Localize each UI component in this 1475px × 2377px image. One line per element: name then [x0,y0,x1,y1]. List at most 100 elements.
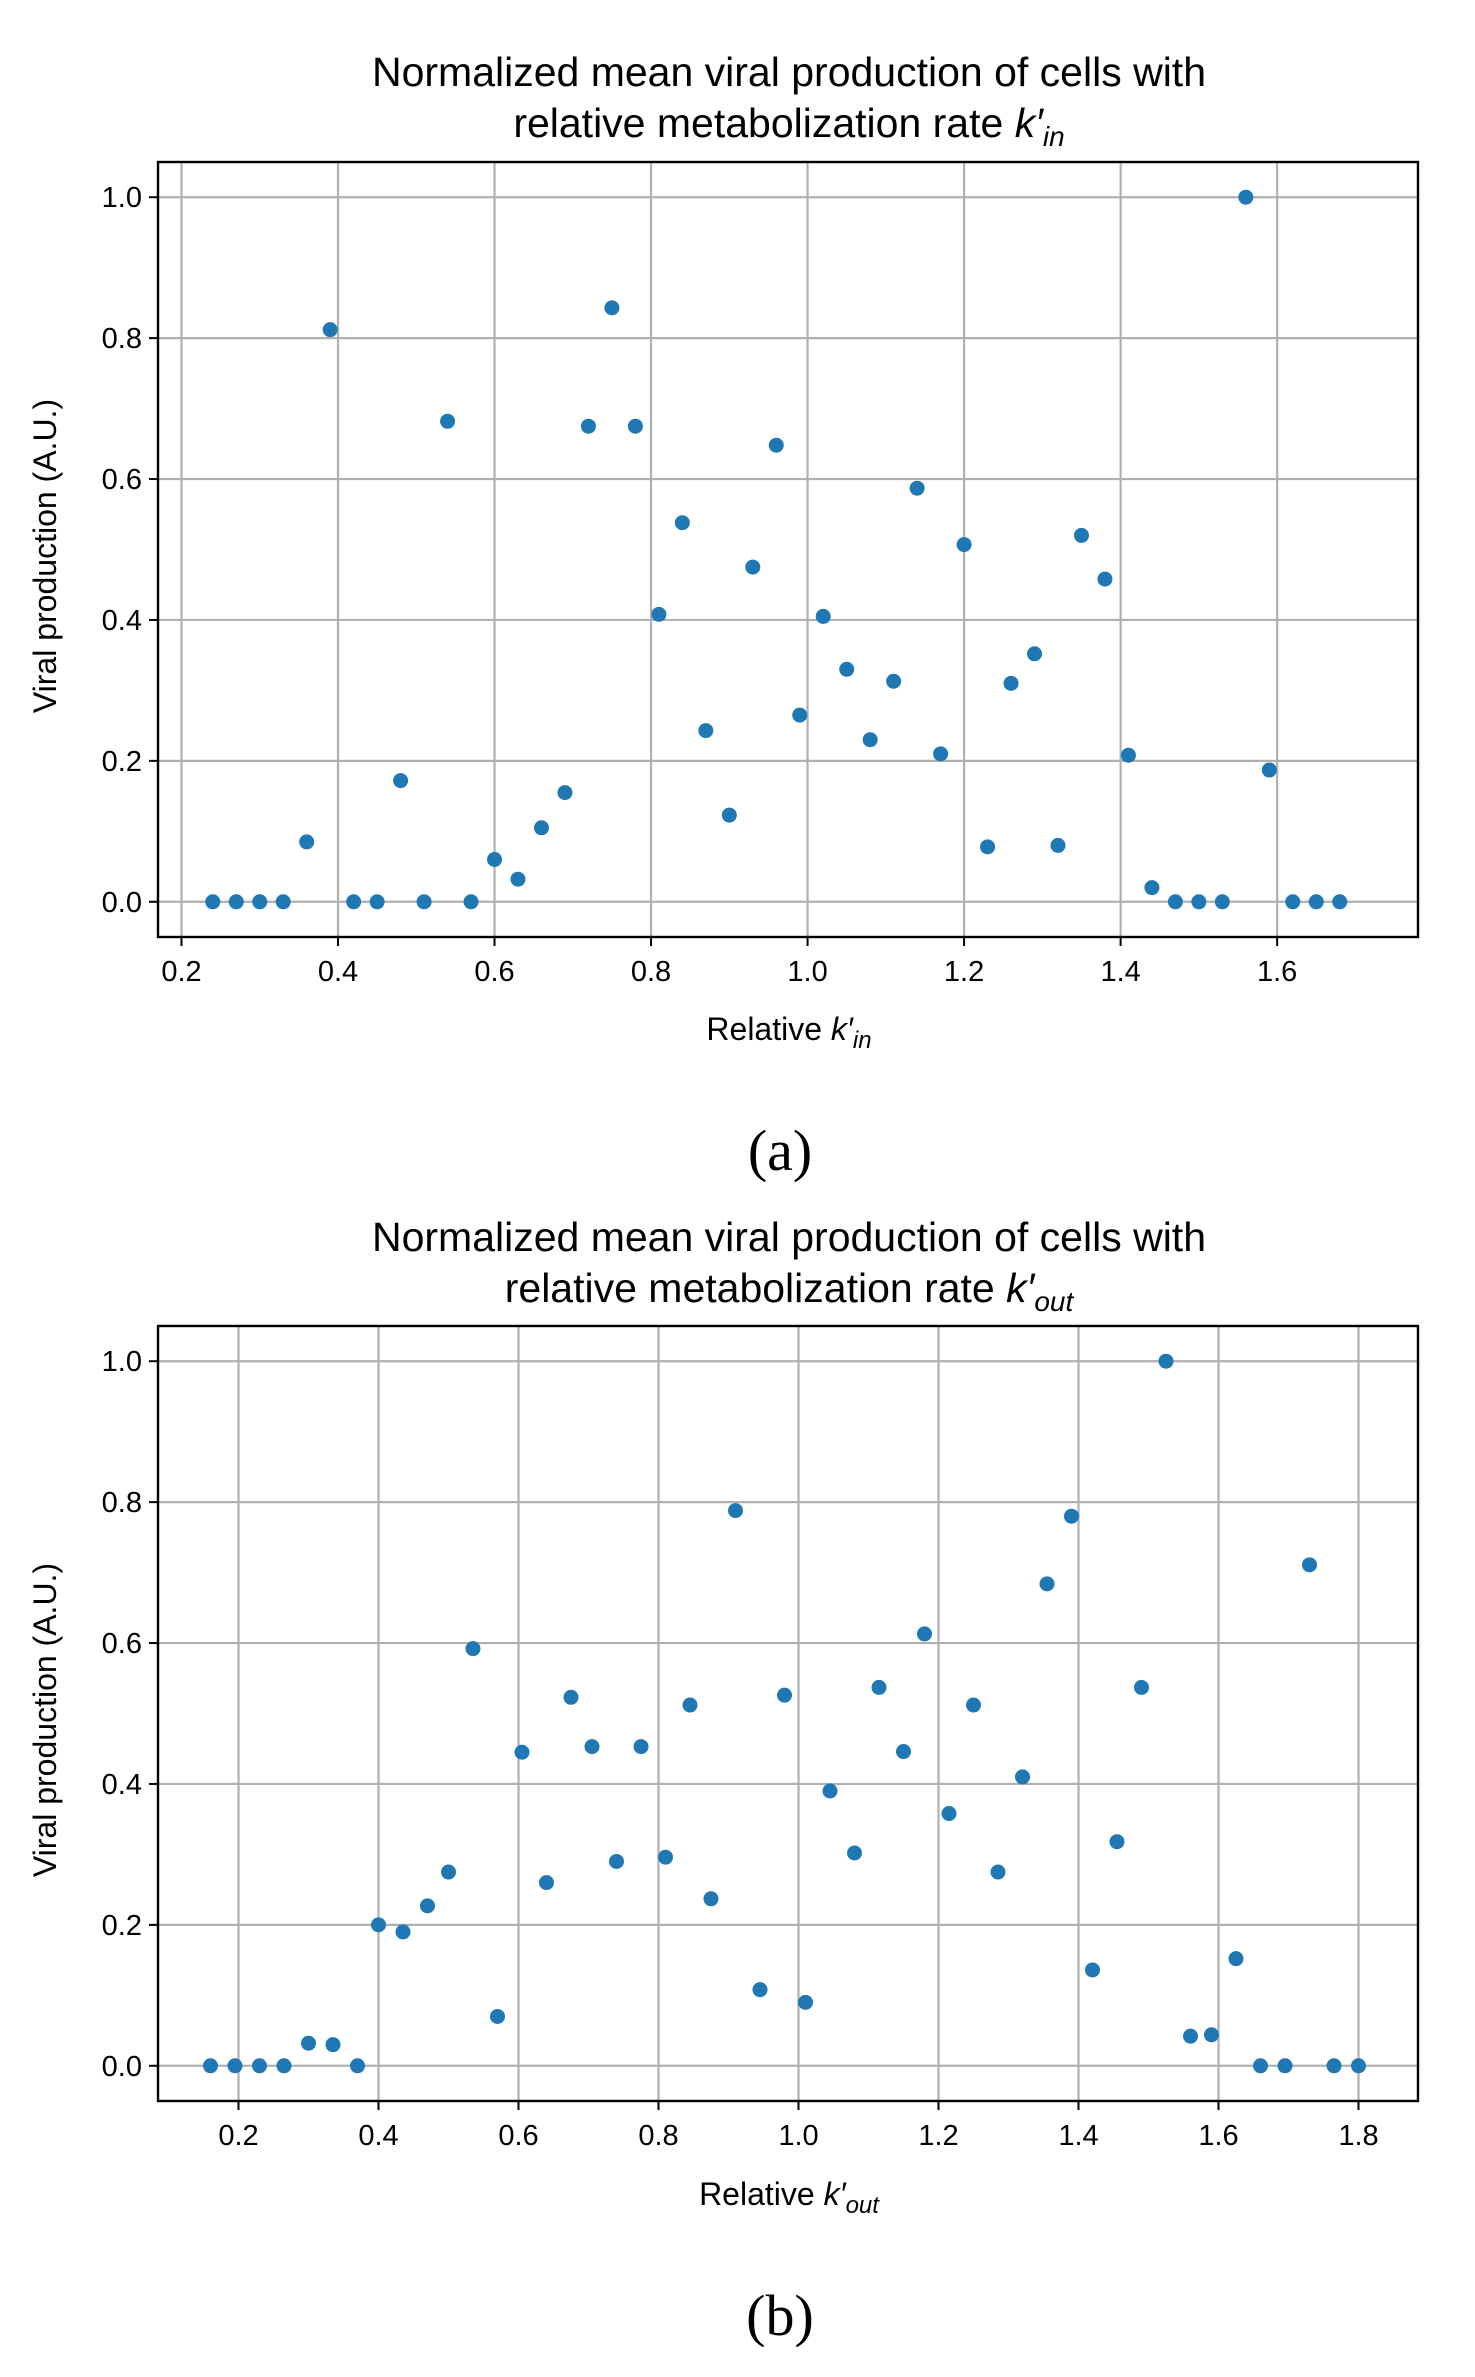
chart-b-point [822,1783,838,1799]
chart-a-xtick-label: 0.2 [161,956,201,988]
chart-b-plot-frame [156,1324,1420,2103]
chart-b-ylabel: Viral production (A.U.) [27,1563,63,1877]
chart-a-point [416,894,432,910]
chart-b-ytick-label: 0.2 [102,1910,142,1942]
chart-a-point [533,820,549,836]
chart-b-title-symbol: k′ [1006,1265,1036,1311]
chart-a-point [1097,571,1113,587]
chart-b-xtick-label: 1.6 [1198,2120,1238,2152]
chart-a-point [627,418,643,434]
chart-b-point [1183,2028,1198,2044]
chart-a-point [721,807,737,823]
chart-a-point [674,515,690,531]
chart-b-point [1326,2058,1342,2074]
chart-a-point [933,746,949,762]
chart-b-ytick-label: 1.0 [102,1346,142,1378]
chart-b-xlabel: Relative k′out [699,2176,880,2219]
chart-a-ytick-label: 0.0 [102,887,142,919]
chart-a-point [792,707,808,723]
chart-b-title-subscript: out [1034,1286,1074,1317]
chart-b-xtick-label: 1.4 [1058,2120,1098,2152]
chart-a-point [839,661,855,677]
chart-b-point [441,1864,456,1880]
chart-a-xtick-label: 1.6 [1257,956,1297,988]
chart-a-point [1308,894,1324,910]
chart-b-xtick-label: 1.2 [918,2120,958,2152]
chart-a-title-line2-text: relative metabolization rate [513,100,1003,146]
chart-b-point [203,2058,218,2074]
chart-a-point [1167,894,1183,910]
chart-a-gridlines [158,162,1418,937]
chart-b-xlabel-symbol: k′ [824,2176,847,2212]
chart-a-point [322,322,338,338]
chart-b-point [658,1849,673,1865]
chart-b-gridlines [158,1326,1418,2101]
chart-b-point [514,1744,530,1760]
chart-b-point [584,1739,600,1755]
chart-b-point [917,1626,932,1642]
chart-b-point [1015,1769,1030,1785]
chart-a-point [604,300,620,316]
chart-a-point [252,894,268,910]
chart-b-point [395,1924,411,1940]
chart-b-ytick-label: 0.6 [102,1628,142,1660]
chart-panel-b: Normalized mean viral production of cell… [27,1214,1420,2348]
chart-b-title-line1: Normalized mean viral production of cell… [372,1214,1206,1260]
chart-a-point [886,673,902,689]
chart-a-xtick-label: 1.2 [944,956,984,988]
chart-a-xlabel: Relative k′in [706,1011,871,1054]
chart-b-point [350,2058,365,2074]
chart-a-point [393,773,409,789]
chart-b-point [276,2058,292,2074]
chart-b-point [539,1875,554,1891]
chart-a-point [1120,747,1136,763]
chart-a-xtick-label: 1.4 [1100,956,1140,988]
chart-b-ytick-label: 0.4 [102,1769,142,1801]
chart-a-point [1073,527,1089,543]
chart-a-title-line2: relative metabolization rate k′in [513,100,1064,152]
chart-b-points [203,1353,1366,2074]
chart-b-point [728,1503,743,1519]
chart-b-point [896,1744,911,1760]
chart-b-xlabel-subscript: out [846,2192,881,2219]
chart-b-point [1109,1834,1125,1850]
chart-a-point [1261,762,1277,778]
chart-a-point [440,413,456,429]
chart-a-point [1285,894,1301,910]
chart-b-xtick-label: 1.0 [778,2120,818,2152]
chart-a-ytick-label: 0.4 [102,605,142,637]
chart-b-point [777,1687,792,1703]
chart-b-point [1204,2027,1219,2043]
chart-b-point [1158,1353,1174,1369]
chart-b-point [490,2008,505,2024]
chart-a-ticks: 0.2 0.4 0.6 0.8 1.0 1.2 1.4 1.6 0.0 0.2 0.4 0.6 0.8 1… [102,182,1298,988]
chart-a-point [1191,894,1207,910]
chart-b-point [325,2037,341,2053]
chart-b-ytick-label: 0.0 [102,2051,142,2083]
chart-a-xtick-label: 0.6 [474,956,514,988]
chart-b-point [752,1982,768,1998]
chart-a-ytick-label: 0.2 [102,746,142,778]
chart-a-point [651,606,667,622]
chart-b-xtick-label: 0.4 [358,2120,398,2152]
chart-b-point [682,1697,698,1713]
chart-b-point [1351,2058,1366,2074]
chart-b-point [1039,1576,1055,1592]
chart-b-title-line2: relative metabolization rate k′out [505,1265,1075,1317]
panel-label-a: (a) [748,1118,812,1183]
chart-a-title-subscript: in [1043,121,1065,152]
chart-b-xtick-label: 0.2 [218,2120,258,2152]
chart-b-point [227,2058,243,2074]
chart-a-point [698,723,714,739]
chart-b-point [798,1994,813,2010]
chart-b-point [1302,1557,1317,1573]
chart-a-point [1332,894,1348,910]
chart-a-point [557,785,573,801]
chart-b-point [941,1806,957,1822]
chart-b-xtick-label: 1.8 [1338,2120,1378,2152]
chart-a-ytick-label: 0.6 [102,464,142,496]
chart-b-point [252,2058,267,2074]
chart-a-xlabel-symbol: k′ [831,1011,854,1047]
chart-a-point [369,894,385,910]
